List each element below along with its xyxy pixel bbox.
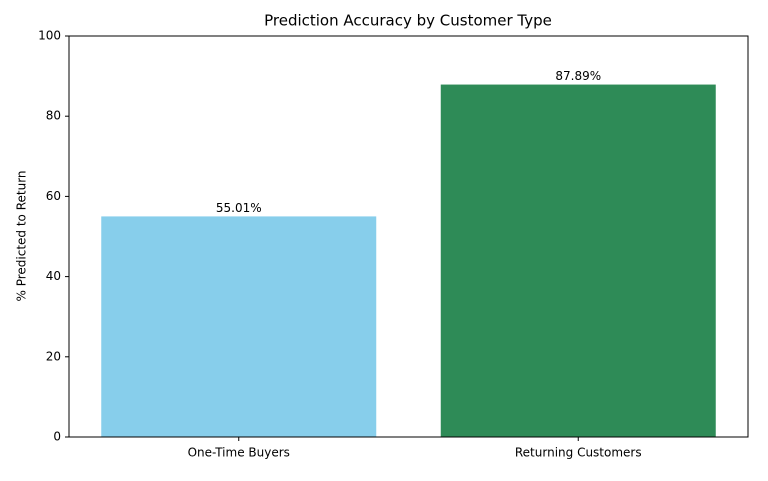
y-tick-label: 80 bbox=[46, 109, 61, 123]
x-tick-label: One-Time Buyers bbox=[188, 446, 290, 460]
y-tick-label: 40 bbox=[46, 269, 61, 283]
bar bbox=[440, 84, 716, 437]
data-label: 87.89% bbox=[555, 69, 601, 83]
y-tick-label: 60 bbox=[46, 189, 61, 203]
plot-frame bbox=[68, 35, 749, 438]
bar bbox=[101, 216, 377, 437]
y-tick-label: 0 bbox=[53, 430, 61, 444]
data-label: 55.01% bbox=[216, 201, 262, 215]
chart-title: Prediction Accuracy by Customer Type bbox=[264, 12, 552, 30]
y-axis-label: % Predicted to Return bbox=[15, 170, 29, 301]
y-tick-label: 100 bbox=[38, 29, 61, 43]
y-tick-label: 20 bbox=[46, 349, 61, 363]
x-tick-label: Returning Customers bbox=[515, 446, 642, 460]
